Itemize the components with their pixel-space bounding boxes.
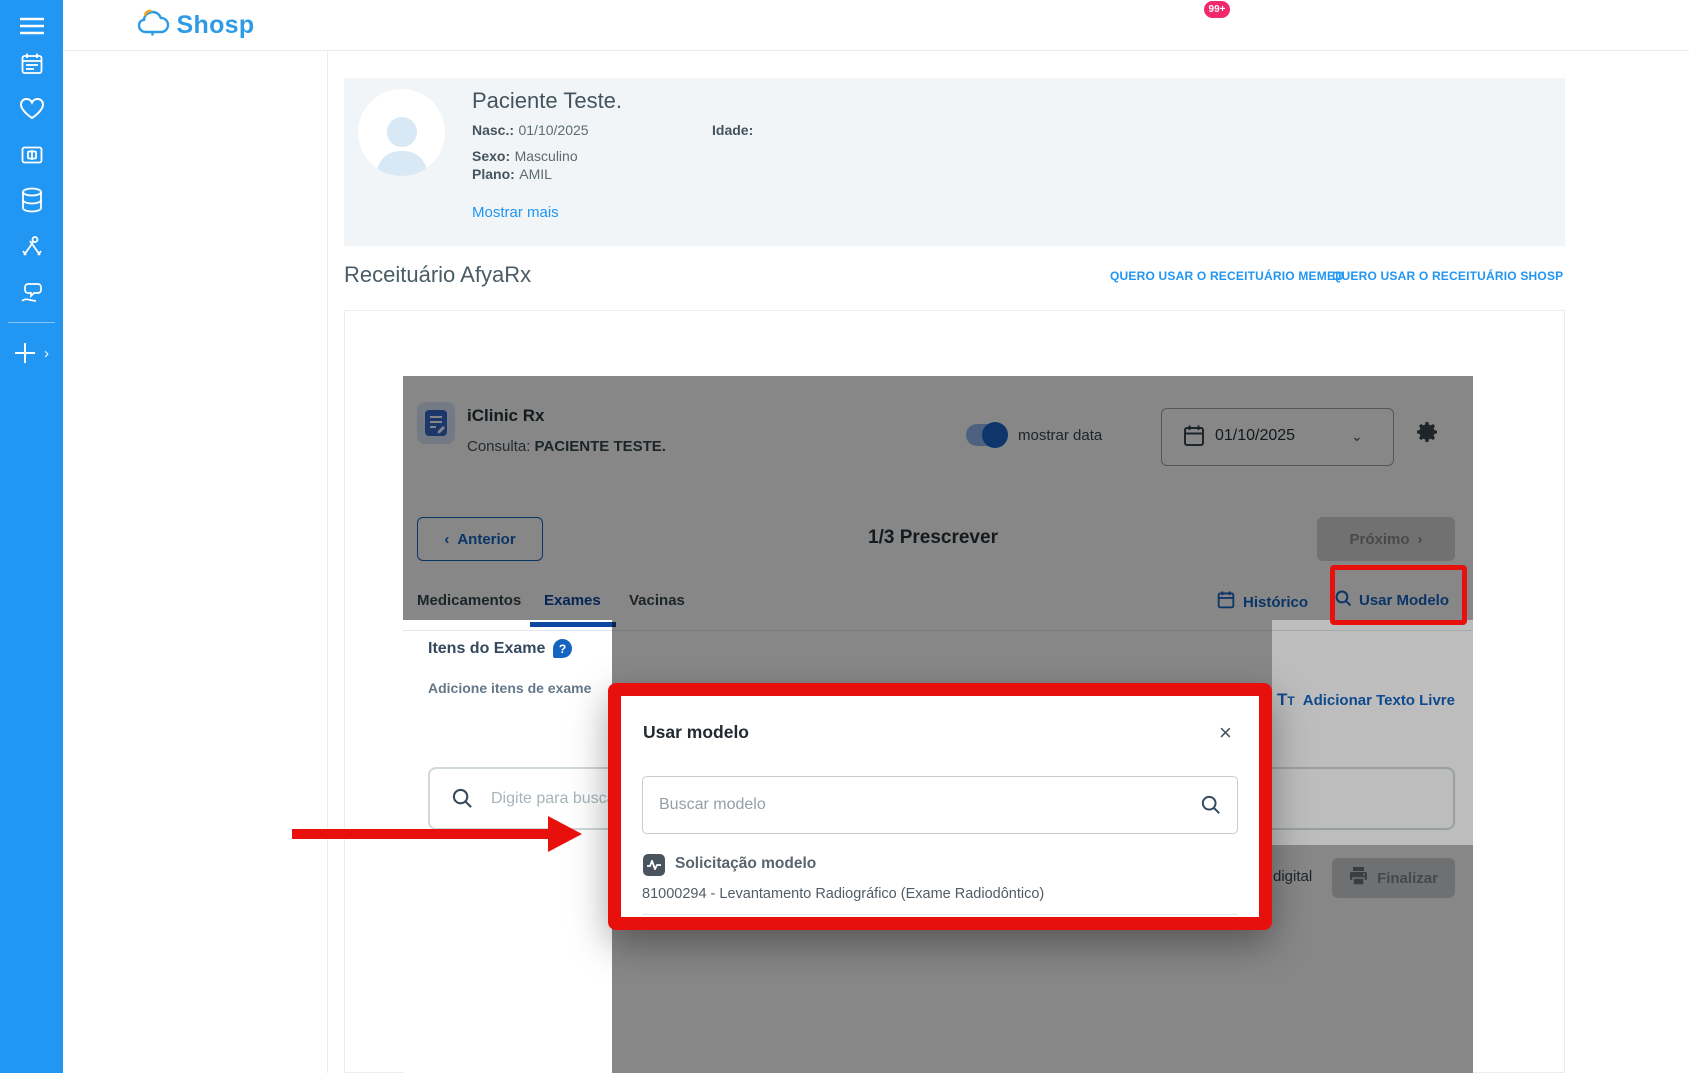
help-badge-icon[interactable]: ? [553, 639, 572, 658]
exam-items-subtitle: Adicione itens de exame [428, 680, 592, 696]
tab-vacinas[interactable]: Vacinas [629, 592, 685, 609]
show-date-toggle[interactable] [966, 422, 1008, 448]
date-select[interactable] [1161, 408, 1394, 466]
finalize-button[interactable]: Finalizar [1332, 858, 1455, 898]
model-item-title[interactable]: Solicitação modelo [675, 855, 817, 872]
logo[interactable]: Shosp [63, 0, 328, 51]
model-item-divider [642, 914, 1238, 915]
printer-icon [1349, 867, 1368, 889]
menu-icon[interactable] [0, 6, 63, 46]
top-bar [328, 0, 1689, 51]
model-search-input[interactable] [659, 796, 1189, 814]
patient-header [344, 78, 1565, 246]
section-title: Receituário AfyaRx [344, 262, 532, 287]
logo-text: Shosp [176, 10, 255, 39]
model-item-icon [643, 854, 665, 876]
chevron-right-icon[interactable]: › [44, 344, 49, 362]
heart-icon[interactable] [0, 89, 63, 129]
patient-plan: Plano: AMIL [472, 166, 552, 182]
shosp-rx-link[interactable]: QUERO USAR O RECEITUÁRIO SHOSP [1332, 269, 1564, 283]
search-icon [452, 788, 473, 809]
billing-icon[interactable] [0, 135, 63, 175]
annotation-highlight-box [1330, 565, 1467, 625]
use-model-dialog: Usar modelo × Solicitação modelo 8100029… [608, 683, 1272, 930]
show-more-link[interactable]: Mostrar mais [472, 204, 559, 221]
prontuario-panel [63, 0, 328, 1073]
tools-icon[interactable] [0, 227, 63, 267]
patient-name: Paciente Teste. [472, 88, 623, 113]
shosp-cloud-icon [137, 8, 171, 43]
search-icon[interactable] [1201, 795, 1221, 815]
show-date-label: mostrar data [1018, 427, 1103, 444]
text-format-icon: TT [1277, 690, 1295, 709]
signature-partial-label: digital [1273, 868, 1313, 885]
rx-app-title: iClinic Rx [467, 406, 545, 425]
calendar-icon [1183, 424, 1205, 453]
next-step-button[interactable]: Próximo › [1317, 517, 1455, 561]
step-indicator: 1/3 Prescrever [868, 527, 998, 548]
icon-rail: › [0, 0, 63, 1073]
support-icon[interactable] [0, 273, 63, 313]
historico-button[interactable]: Histórico [1217, 590, 1308, 614]
patient-birth: Nasc.: 01/10/2025 [472, 122, 589, 138]
model-item-description[interactable]: 81000294 - Levantamento Radiográfico (Ex… [642, 886, 1045, 902]
modal-backdrop-right [1272, 620, 1473, 845]
iclinic-rx-app-icon [417, 402, 455, 444]
memed-link[interactable]: QUERO USAR O RECEITUÁRIO MEMED [1110, 269, 1345, 283]
rail-divider [8, 322, 55, 323]
add-free-text-button[interactable]: TT Adicionar Texto Livre [1277, 690, 1455, 709]
calendar-icon[interactable] [0, 44, 63, 84]
messages-badge: 99+ [1204, 1, 1230, 18]
annotation-arrow-line [292, 829, 550, 839]
chevron-down-icon: ⌄ [1351, 428, 1363, 444]
date-value: 01/10/2025 [1215, 427, 1296, 444]
exam-items-title: Itens do Exame [428, 640, 546, 657]
previous-step-button[interactable]: ‹ Anterior [417, 517, 543, 561]
plus-icon[interactable]: › [0, 333, 63, 373]
close-icon[interactable]: × [1219, 720, 1232, 745]
tab-exames[interactable]: Exames [544, 592, 601, 609]
tabs-divider [403, 630, 1473, 631]
active-tab-underline [530, 622, 616, 627]
search-icon [1335, 590, 1352, 611]
patient-sex: Sexo: Masculino [472, 148, 578, 164]
chevron-right-icon: › [1417, 530, 1423, 548]
dialog-title: Usar modelo [643, 722, 749, 742]
modal-backdrop-right-bottom [1272, 845, 1473, 1073]
rx-consult-line: Consulta: PACIENTE TESTE. [467, 438, 666, 455]
chevron-left-icon: ‹ [444, 530, 450, 548]
modal-backdrop-top [403, 376, 1473, 620]
patient-age: Idade: [712, 122, 754, 138]
use-model-button[interactable]: Usar Modelo [1335, 590, 1449, 611]
tab-medicamentos[interactable]: Medicamentos [417, 592, 522, 609]
model-search-box[interactable] [642, 776, 1238, 834]
annotation-arrow-head [548, 816, 582, 852]
calendar-icon [1217, 590, 1235, 614]
database-icon[interactable] [0, 180, 63, 220]
rx-settings-gear-icon[interactable] [1415, 420, 1439, 449]
patient-avatar [358, 89, 445, 176]
